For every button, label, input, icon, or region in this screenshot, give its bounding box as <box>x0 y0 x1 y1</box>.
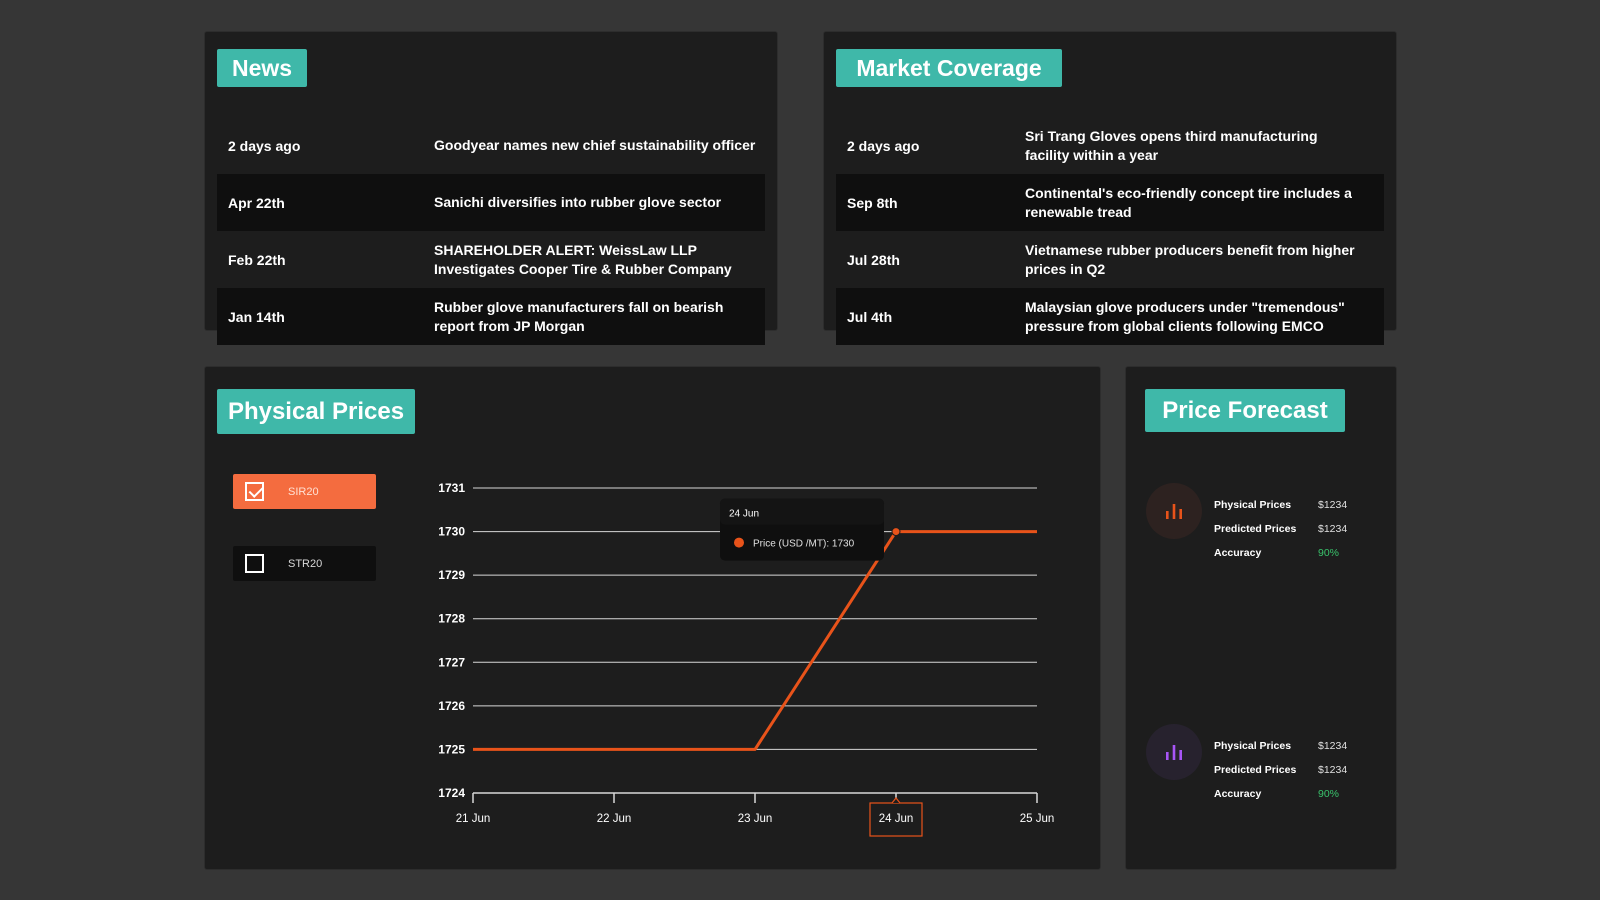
series-line <box>473 530 1037 751</box>
price-forecast-panel: Price Forecast Physical Prices $1234 Pre… <box>1126 367 1396 869</box>
market-date: 2 days ago <box>847 137 920 154</box>
y-tick-label: 1727 <box>438 655 465 669</box>
y-tick-label: 1725 <box>438 742 465 756</box>
forecast-label: Predicted Prices <box>1214 523 1297 535</box>
forecast-card[interactable]: Physical Prices $1234 Predicted Prices $… <box>1146 724 1366 804</box>
forecast-label: Physical Prices <box>1214 499 1292 511</box>
y-tick-label: 1726 <box>438 699 465 713</box>
x-tick-label: 24 Jun <box>879 813 914 825</box>
tooltip-legend-dot <box>734 537 744 548</box>
market-date: Sep 8th <box>847 194 898 211</box>
accuracy-value: 90% <box>1318 547 1340 559</box>
forecast-label: Accuracy <box>1214 547 1262 559</box>
news-item[interactable]: Jan 14th Rubber glove manufacturers fall… <box>217 288 765 345</box>
market-item[interactable]: Jul 4th Malaysian glove producers under … <box>836 288 1384 345</box>
forecast-value: $1234 <box>1318 764 1348 776</box>
market-item[interactable]: Jul 28th Vietnamese rubber producers ben… <box>836 231 1384 288</box>
series-label: SIR20 <box>288 485 319 498</box>
forecast-value: $1234 <box>1318 499 1348 511</box>
price-forecast-title: Price Forecast <box>1145 389 1345 432</box>
news-date: Feb 22th <box>228 251 286 268</box>
bar-chart-icon <box>1146 724 1202 780</box>
physical-prices-panel: Physical Prices SIR20 STR20 1724 1725 1726… <box>205 367 1100 869</box>
market-coverage-title: Market Coverage <box>836 49 1062 87</box>
news-item[interactable]: 2 days ago Goodyear names new chief sust… <box>217 117 765 174</box>
forecast-card[interactable]: Physical Prices $1234 Predicted Prices $… <box>1146 483 1366 563</box>
accuracy-value: 90% <box>1318 788 1340 800</box>
market-headline: Malaysian glove producers under "tremend… <box>1025 298 1345 334</box>
market-list: 2 days ago Sri Trang Gloves opens third … <box>836 117 1384 345</box>
tooltip-header <box>720 498 884 525</box>
price-line-chart[interactable]: 1724 1725 1726 1727 1728 1729 1730 1731 21 Jun 22… <box>205 367 1100 869</box>
news-title: News <box>217 49 307 87</box>
x-tick-label: 21 Jun <box>456 813 491 825</box>
market-headline: Continental's eco-friendly concept tire … <box>1025 184 1352 220</box>
tooltip-title: 24 Jun <box>729 509 759 520</box>
forecast-value: $1234 <box>1318 523 1348 535</box>
forecast-label: Physical Prices <box>1214 740 1292 752</box>
tooltip-value: Price (USD /MT): 1730 <box>753 539 855 550</box>
market-headline: Sri Trang Gloves opens third manufacturi… <box>1025 127 1318 163</box>
news-item[interactable]: Apr 22th Sanichi diversifies into rubber… <box>217 174 765 231</box>
forecast-value: $1234 <box>1318 740 1348 752</box>
market-item[interactable]: Sep 8th Continental's eco-friendly conce… <box>836 174 1384 231</box>
x-tick-label: 23 Jun <box>738 813 773 825</box>
y-tick-label: 1724 <box>438 786 465 800</box>
data-point <box>891 527 901 537</box>
physical-prices-title: Physical Prices <box>217 389 415 434</box>
y-tick-label: 1731 <box>438 481 465 495</box>
news-list: 2 days ago Goodyear names new chief sust… <box>217 117 765 345</box>
news-item[interactable]: Feb 22th SHAREHOLDER ALERT: WeissLaw LLP… <box>217 231 765 288</box>
market-coverage-panel: Market Coverage 2 days ago Sri Trang Glo… <box>824 32 1396 345</box>
news-date: 2 days ago <box>228 137 301 154</box>
y-tick-label: 1730 <box>438 525 465 539</box>
market-item[interactable]: 2 days ago Sri Trang Gloves opens third … <box>836 117 1384 174</box>
checkbox-checked-icon[interactable] <box>245 482 264 501</box>
x-tick-label: 22 Jun <box>597 813 632 825</box>
market-headline: Vietnamese rubber producers benefit from… <box>1025 241 1355 277</box>
news-headline: Sanichi diversifies into rubber glove se… <box>434 194 722 210</box>
news-headline: Goodyear names new chief sustainability … <box>434 137 756 153</box>
series-label: STR20 <box>288 557 323 570</box>
news-date: Apr 22th <box>228 194 285 211</box>
checkbox-unchecked-icon[interactable] <box>245 554 264 573</box>
bar-chart-icon <box>1146 483 1202 539</box>
news-date: Jan 14th <box>228 308 285 325</box>
series-toggle-sir20[interactable]: SIR20 <box>233 474 376 509</box>
series-toggle-str20[interactable]: STR20 <box>233 546 376 581</box>
market-date: Jul 28th <box>847 251 900 268</box>
x-tick-highlight-pointer <box>891 797 901 804</box>
news-headline: SHAREHOLDER ALERT: WeissLaw LLP Investig… <box>434 241 732 277</box>
market-date: Jul 4th <box>847 308 893 325</box>
forecast-label: Accuracy <box>1214 788 1262 800</box>
news-headline: Rubber glove manufacturers fall on beari… <box>434 298 724 334</box>
forecast-label: Predicted Prices <box>1214 764 1297 776</box>
y-tick-label: 1728 <box>438 612 465 626</box>
x-tick-label: 25 Jun <box>1020 813 1055 825</box>
news-panel: News 2 days ago Goodyear names new chief… <box>205 32 777 345</box>
forecast-stats: Physical Prices $1234 Predicted Prices $… <box>1214 493 1347 565</box>
forecast-stats: Physical Prices $1234 Predicted Prices $… <box>1214 734 1347 806</box>
y-tick-label: 1729 <box>438 568 465 582</box>
